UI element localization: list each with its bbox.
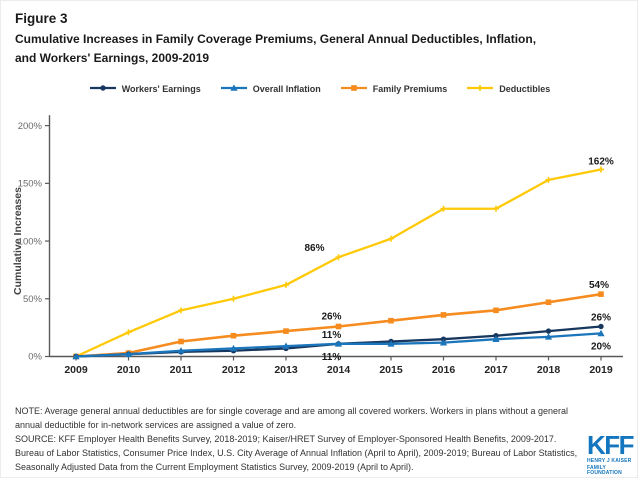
legend-label-family-premiums: Family Premiums — [372, 84, 448, 94]
data-label-deductibles-2014: 86% — [304, 243, 324, 254]
x-tick-label-2012: 2012 — [222, 364, 246, 376]
overall-inflation-point-marker — [72, 352, 80, 360]
figure-title-line2: and Workers' Earnings, 2009-2019 — [15, 51, 210, 65]
workers-earnings-line-marker-icon — [89, 80, 116, 98]
y-tick-label: 100% — [18, 236, 43, 247]
legend-item-deductibles: Deductibles — [467, 80, 550, 98]
family-premiums-point-marker — [335, 323, 342, 330]
workers-earnings-point-marker — [598, 323, 604, 330]
data-label-overall-inflation-2019: 20% — [591, 341, 611, 352]
overall-inflation-point-marker — [229, 344, 238, 352]
kff-logo-subtext-2: FAMILY FOUNDATION — [587, 464, 622, 476]
legend-marker-svg — [340, 85, 367, 91]
overall-inflation-point-marker — [334, 340, 343, 347]
footnotes: NOTE: Average general annual deductibles… — [15, 404, 581, 474]
family-premiums-point-marker — [283, 328, 289, 334]
workers-earnings-legend-point-marker — [100, 85, 106, 91]
deductibles-point-marker — [598, 166, 604, 173]
kff-logo-subtext-1: HENRY J KAISER — [587, 458, 632, 464]
legend-item-workers-earnings: Workers' Earnings — [89, 80, 201, 98]
y-tick-label: 50% — [23, 294, 43, 305]
family-premiums-line-marker-icon — [340, 80, 367, 98]
kff-logo-text: KFF — [587, 430, 635, 460]
x-tick-label-2009: 2009 — [64, 364, 88, 376]
overall-inflation-point-marker — [439, 339, 448, 346]
overall-inflation-point-marker — [597, 329, 605, 337]
x-tick-label-2018: 2018 — [537, 364, 561, 376]
overall-inflation-point-marker — [124, 350, 133, 357]
data-label-workers-earnings-2014: 11% — [322, 330, 342, 341]
y-tick-label: 0% — [28, 352, 42, 363]
family-premiums-point-marker — [545, 299, 552, 306]
line-chart: 0% 50% 100% 150% 200% 2009 2010 2011 2012 2013 201… — [1, 101, 637, 401]
deductibles-point-marker — [178, 307, 184, 314]
legend-label-workers-earnings: Workers' Earnings — [121, 84, 201, 94]
overall-inflation-point-marker — [492, 335, 500, 342]
workers-earnings-point-marker — [545, 328, 552, 334]
legend-label-overall-inflation: Overall Inflation — [252, 84, 321, 94]
data-label-family-premiums-2019: 54% — [589, 280, 609, 291]
deductibles-point-marker — [335, 254, 342, 261]
data-label-family-premiums-2014: 26% — [321, 311, 341, 322]
legend-item-family-premiums: Family Premiums — [340, 80, 448, 98]
legend-item-overall-inflation: Overall Inflation — [220, 80, 321, 98]
chart-svg: 0% 50% 100% 150% 200% 2009 2010 2011 2012 2013 201… — [18, 115, 623, 376]
x-tick-label-2010: 2010 — [117, 364, 141, 376]
family-premiums-point-marker — [178, 338, 184, 345]
y-tick-label: 200% — [18, 121, 43, 132]
figure-label: Figure 3 — [15, 11, 68, 26]
deductibles-point-marker — [125, 329, 132, 336]
x-tick-label-2013: 2013 — [274, 364, 298, 376]
x-tick-label-2011: 2011 — [170, 364, 193, 376]
overall-inflation-legend-point-marker — [230, 84, 238, 91]
overall-inflation-point-marker — [387, 340, 395, 347]
data-label-workers-earnings-2019: 26% — [591, 312, 611, 323]
x-tick-label-2014: 2014 — [327, 364, 351, 376]
source-text: SOURCE: KFF Employer Health Benefits Sur… — [15, 434, 578, 472]
note-text: NOTE: Average general annual deductibles… — [15, 406, 568, 430]
y-tick-label: 150% — [18, 179, 43, 190]
overall-inflation-point-marker — [282, 342, 290, 349]
data-label-deductibles-2019: 162% — [588, 156, 614, 167]
family-premiums-point-marker — [598, 291, 604, 297]
deductibles-point-marker — [545, 176, 552, 183]
legend-marker-svg — [89, 85, 116, 91]
kff-logo: KFF HENRY J KAISER FAMILY FOUNDATION — [587, 432, 637, 477]
x-tick-label-2015: 2015 — [379, 364, 403, 376]
family-premiums-point-marker — [388, 317, 394, 324]
family-premiums-point-marker — [230, 332, 237, 339]
deductibles-point-marker — [493, 205, 499, 212]
x-tick-label-2016: 2016 — [432, 364, 456, 376]
deductibles-legend-point-marker — [477, 85, 484, 91]
legend-marker-svg — [467, 85, 494, 91]
legend-marker-svg — [220, 84, 247, 91]
deductibles-point-marker — [230, 295, 237, 302]
figure-title-line1: Cumulative Increases in Family Coverage … — [15, 32, 537, 46]
data-label-overall-inflation-2014: 11% — [322, 352, 342, 363]
x-tick-label-2019: 2019 — [589, 364, 613, 376]
family-premiums-legend-point-marker — [350, 85, 357, 91]
x-tick-label-2017: 2017 — [484, 364, 508, 376]
deductibles-point-marker — [388, 235, 394, 242]
family-premiums-point-marker — [493, 307, 499, 314]
title-block: Figure 3 Cumulative Increases in Family … — [15, 11, 536, 68]
legend-label-deductibles: Deductibles — [499, 84, 551, 94]
chart-legend: Workers' Earnings Overall Inflation Fami… — [1, 80, 637, 98]
overall-inflation-point-marker — [544, 333, 553, 340]
overall-inflation-point-marker — [177, 347, 185, 354]
deductibles-point-marker — [283, 281, 289, 288]
family-premiums-point-marker — [440, 312, 447, 318]
deductibles-line-marker-icon — [467, 80, 494, 98]
deductibles-point-marker — [440, 205, 447, 212]
overall-inflation-line-marker-icon — [220, 80, 247, 98]
